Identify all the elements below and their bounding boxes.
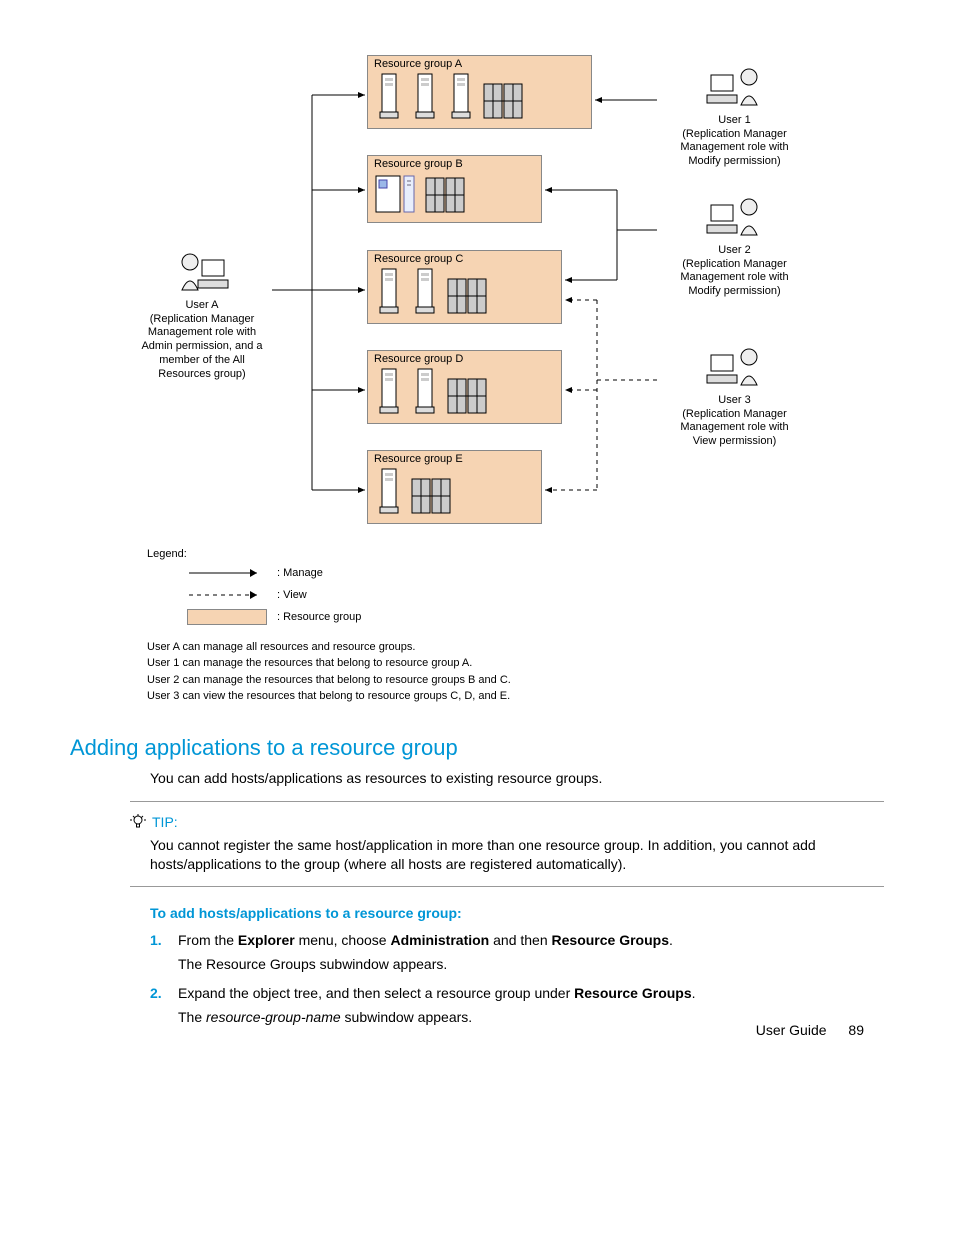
group-label: Resource group D	[374, 353, 555, 365]
group-label: Resource group C	[374, 253, 555, 265]
sub-heading: To add hosts/applications to a resource …	[150, 905, 884, 921]
storage-icon	[482, 82, 526, 122]
step-sub: The Resource Groups subwindow appears.	[178, 955, 884, 975]
user-name: User A	[127, 299, 277, 313]
storage-icon	[446, 377, 490, 417]
server-icon	[374, 367, 404, 417]
tip-label: TIP:	[152, 814, 178, 830]
user-desc: (Replication Manager	[127, 313, 277, 327]
storage-icon	[446, 277, 490, 317]
resource-group-diagram: Resource group A Resource group B Resour…	[117, 50, 837, 540]
user-3-block: User 3 (Replication Manager Management r…	[657, 345, 812, 449]
legend-title: Legend:	[147, 548, 837, 560]
steps-list: From the Explorer menu, choose Administr…	[150, 931, 884, 1027]
note-line: User 3 can view the resources that belon…	[147, 689, 837, 704]
user-name: User 3	[657, 394, 812, 408]
user-icon	[705, 195, 765, 239]
diagram-legend: Legend: : Manage : View : Resource group	[117, 548, 837, 626]
legend-box-icon	[187, 609, 267, 625]
tip-block: TIP: You cannot register the same host/a…	[130, 801, 884, 887]
legend-label: : View	[277, 589, 307, 601]
user-a-block: User A (Replication Manager Management r…	[127, 250, 277, 381]
tip-icon	[130, 814, 146, 830]
resource-group-d: Resource group D	[367, 350, 562, 424]
storage-icon	[424, 176, 468, 216]
intro-text: You can add hosts/applications as resour…	[70, 769, 884, 788]
step-text: Expand the object tree, and then select …	[178, 985, 574, 1001]
user-desc: Management role with	[127, 326, 277, 340]
note-line: User A can manage all resources and reso…	[147, 640, 837, 655]
page-number: 89	[848, 1022, 864, 1038]
step-text: From the	[178, 932, 238, 948]
user-2-block: User 2 (Replication Manager Management r…	[657, 195, 812, 299]
step-bold: Explorer	[238, 932, 295, 948]
user-desc: member of the All	[127, 354, 277, 368]
user-desc: (Replication Manager	[657, 258, 812, 272]
footer-title: User Guide	[756, 1022, 827, 1038]
server-icon	[374, 72, 404, 122]
server-icon	[446, 72, 476, 122]
step-text: .	[692, 985, 696, 1001]
user-desc: Management role with	[657, 271, 812, 285]
step-bold: Administration	[390, 932, 489, 948]
diagram-notes: User A can manage all resources and reso…	[117, 640, 837, 705]
step-bold: Resource Groups	[574, 985, 691, 1001]
solid-arrow-icon	[187, 565, 267, 581]
step-text: subwindow appears.	[341, 1009, 473, 1025]
server-icon	[374, 267, 404, 317]
user-desc: Admin permission, and a	[127, 340, 277, 354]
user-desc: View permission)	[657, 435, 812, 449]
user-desc: Resources group)	[127, 368, 277, 382]
user-desc: Management role with	[657, 141, 812, 155]
step-item: From the Explorer menu, choose Administr…	[150, 931, 884, 974]
resource-group-c: Resource group C	[367, 250, 562, 324]
note-line: User 2 can manage the resources that bel…	[147, 673, 837, 688]
user-name: User 1	[657, 114, 812, 128]
resource-group-b: Resource group B	[367, 155, 542, 223]
server-icon	[410, 267, 440, 317]
group-label: Resource group B	[374, 158, 535, 170]
note-line: User 1 can manage the resources that bel…	[147, 656, 837, 671]
user-desc: (Replication Manager	[657, 408, 812, 422]
user-icon	[172, 250, 232, 294]
group-label: Resource group A	[374, 58, 585, 70]
step-text: and then	[489, 932, 551, 948]
server-icon	[410, 72, 440, 122]
legend-label: : Resource group	[277, 611, 361, 623]
dashed-arrow-icon	[187, 587, 267, 603]
user-desc: Modify permission)	[657, 155, 812, 169]
resource-group-e: Resource group E	[367, 450, 542, 524]
user-1-block: User 1 (Replication Manager Management r…	[657, 65, 812, 169]
step-text: menu, choose	[295, 932, 391, 948]
step-italic: resource-group-name	[206, 1009, 341, 1025]
user-icon	[705, 345, 765, 389]
step-text: .	[669, 932, 673, 948]
page-footer: User Guide 89	[756, 1022, 864, 1038]
storage-icon	[410, 477, 454, 517]
server-icon	[374, 172, 418, 216]
step-bold: Resource Groups	[552, 932, 669, 948]
server-icon	[410, 367, 440, 417]
user-name: User 2	[657, 244, 812, 258]
user-icon	[705, 65, 765, 109]
section-heading: Adding applications to a resource group	[70, 735, 884, 761]
server-icon	[374, 467, 404, 517]
user-desc: (Replication Manager	[657, 128, 812, 142]
legend-label: : Manage	[277, 567, 323, 579]
tip-body: You cannot register the same host/applic…	[130, 836, 884, 874]
resource-group-a: Resource group A	[367, 55, 592, 129]
group-label: Resource group E	[374, 453, 535, 465]
user-desc: Modify permission)	[657, 285, 812, 299]
step-text: The	[178, 1009, 206, 1025]
user-desc: Management role with	[657, 421, 812, 435]
tip-text: group (where all hosts are registered au…	[304, 856, 626, 872]
